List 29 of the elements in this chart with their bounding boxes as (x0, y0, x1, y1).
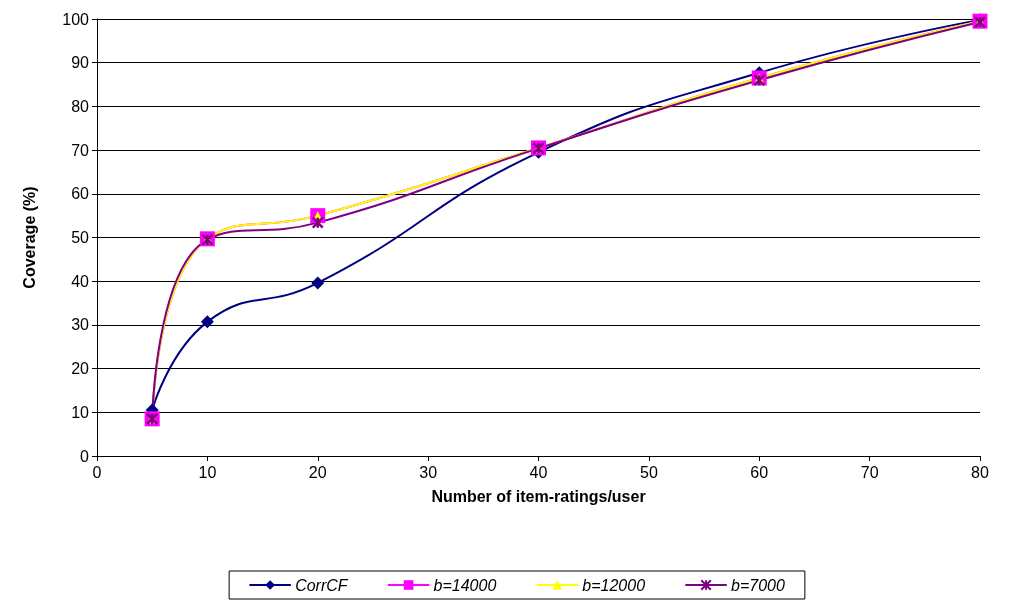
x-tick-label: 0 (92, 463, 102, 481)
x-tick-label: 10 (198, 463, 217, 481)
x-tick-label: 80 (971, 463, 989, 481)
legend-label: CorrCF (295, 576, 349, 594)
legend-label: b=7000 (731, 576, 785, 594)
y-tick-label: 40 (71, 272, 90, 290)
x-tick-label: 50 (639, 463, 658, 481)
x-tick-label: 30 (419, 463, 438, 481)
y-tick-label: 0 (80, 447, 90, 465)
x-tick-label: 70 (860, 463, 879, 481)
y-axis-title: Coverage (%) (20, 186, 38, 289)
y-tick-label: 70 (71, 141, 90, 159)
point (311, 276, 325, 290)
y-tick-label: 80 (71, 97, 90, 115)
y-tick-label: 20 (71, 360, 90, 378)
x-tick-label: 20 (308, 463, 327, 481)
legend-label: b=14000 (433, 576, 497, 594)
legend-label: b=12000 (582, 576, 646, 594)
point (200, 315, 214, 329)
y-tick-label: 100 (62, 10, 90, 28)
x-axis-title: Number of item-ratings/user (431, 487, 646, 505)
x-tick-label: 40 (529, 463, 548, 481)
y-tick-label: 60 (71, 185, 90, 203)
y-tick-label: 10 (71, 403, 90, 421)
y-tick-label: 90 (71, 54, 90, 72)
y-tick-label: 30 (71, 316, 90, 334)
y-tick-label: 50 (71, 229, 90, 246)
point (311, 216, 324, 229)
x-tick-label: 60 (750, 463, 769, 481)
